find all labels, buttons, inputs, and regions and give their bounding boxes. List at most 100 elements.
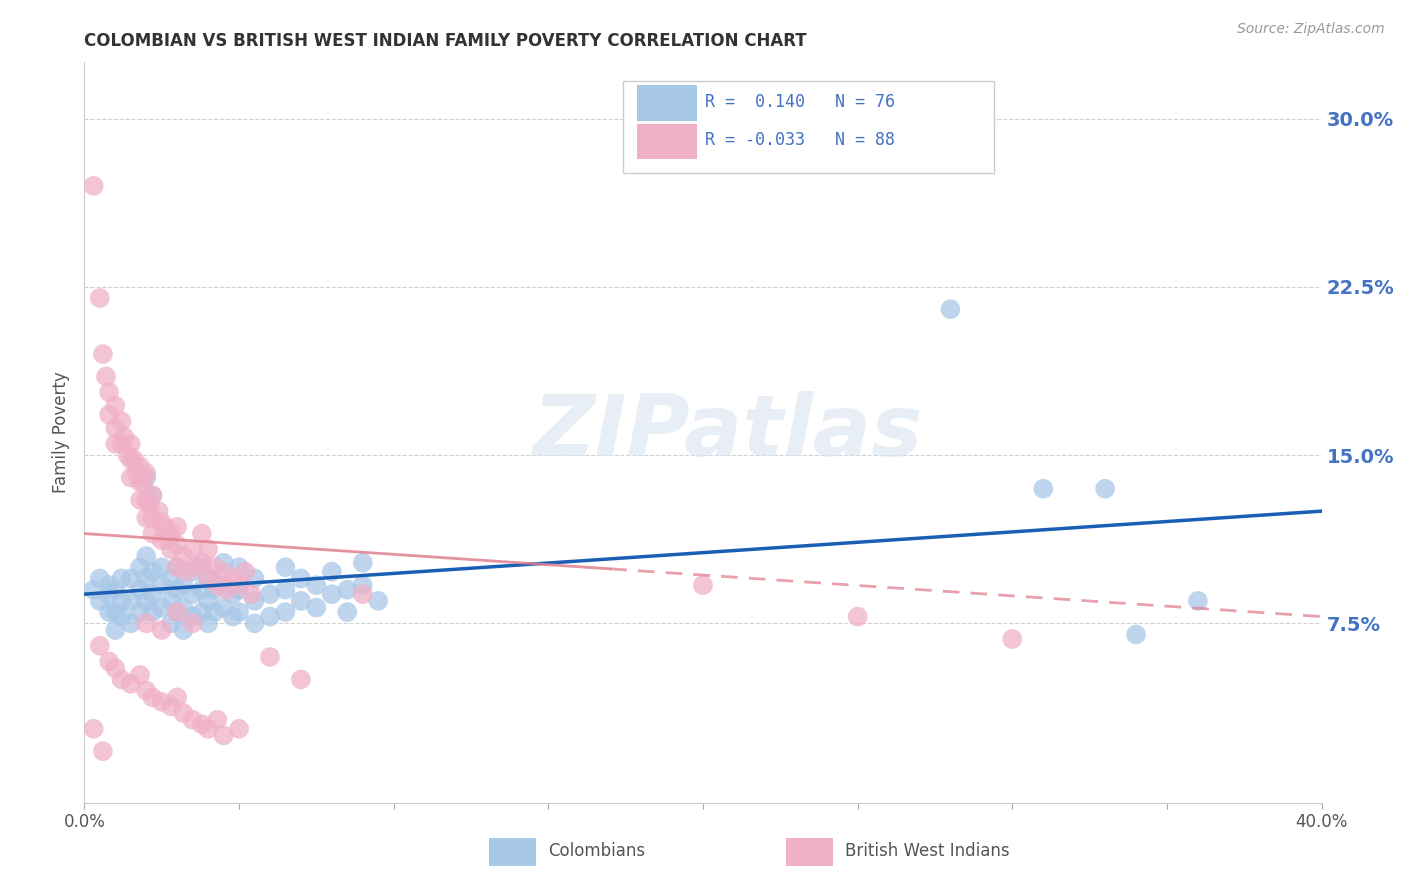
Point	[228, 560, 250, 574]
Point	[135, 616, 157, 631]
Point	[129, 582, 152, 597]
FancyBboxPatch shape	[786, 838, 832, 866]
Point	[104, 421, 127, 435]
Point	[104, 399, 127, 413]
Point	[222, 609, 245, 624]
Point	[197, 722, 219, 736]
Point	[222, 571, 245, 585]
Point	[110, 437, 132, 451]
Point	[274, 605, 297, 619]
Point	[98, 385, 121, 400]
Point	[184, 560, 207, 574]
Point	[141, 488, 163, 502]
Point	[197, 616, 219, 631]
Point	[150, 516, 173, 530]
Point	[89, 639, 111, 653]
Point	[243, 616, 266, 631]
Point	[197, 542, 219, 557]
Text: R =  0.140   N = 76: R = 0.140 N = 76	[706, 94, 896, 112]
Point	[336, 605, 359, 619]
Point	[120, 616, 142, 631]
Point	[166, 560, 188, 574]
Point	[228, 605, 250, 619]
Point	[172, 578, 194, 592]
Point	[352, 556, 374, 570]
FancyBboxPatch shape	[637, 124, 697, 160]
Point	[166, 560, 188, 574]
Point	[129, 605, 152, 619]
Point	[212, 600, 235, 615]
Text: COLOMBIAN VS BRITISH WEST INDIAN FAMILY POVERTY CORRELATION CHART: COLOMBIAN VS BRITISH WEST INDIAN FAMILY …	[84, 32, 807, 50]
Point	[135, 466, 157, 480]
Point	[160, 571, 183, 585]
Point	[274, 582, 297, 597]
Point	[172, 600, 194, 615]
Point	[202, 582, 225, 597]
Point	[160, 594, 183, 608]
Point	[290, 673, 312, 687]
Point	[141, 511, 163, 525]
Point	[104, 623, 127, 637]
Point	[125, 466, 148, 480]
Point	[135, 492, 157, 507]
Point	[89, 571, 111, 585]
Point	[117, 448, 139, 462]
Point	[166, 605, 188, 619]
Point	[153, 520, 176, 534]
Point	[191, 605, 214, 619]
Point	[104, 582, 127, 597]
Point	[166, 605, 188, 619]
Point	[129, 492, 152, 507]
Point	[135, 549, 157, 563]
Point	[141, 565, 163, 579]
Point	[91, 744, 114, 758]
Point	[150, 560, 173, 574]
Point	[228, 722, 250, 736]
Point	[135, 511, 157, 525]
Point	[1094, 482, 1116, 496]
Point	[150, 695, 173, 709]
Point	[98, 587, 121, 601]
Point	[160, 542, 183, 557]
Point	[166, 520, 188, 534]
Point	[939, 302, 962, 317]
Point	[120, 677, 142, 691]
Point	[110, 414, 132, 428]
Point	[240, 587, 263, 601]
Point	[150, 578, 173, 592]
Point	[228, 582, 250, 597]
Point	[172, 706, 194, 720]
Point	[166, 690, 188, 705]
Point	[129, 668, 152, 682]
Point	[290, 571, 312, 585]
Point	[138, 497, 160, 511]
Point	[110, 673, 132, 687]
Point	[259, 609, 281, 624]
Point	[191, 526, 214, 541]
Point	[135, 594, 157, 608]
Point	[129, 459, 152, 474]
Text: ZIPatlas: ZIPatlas	[533, 391, 922, 475]
Point	[197, 571, 219, 585]
Point	[202, 560, 225, 574]
Point	[367, 594, 389, 608]
Point	[110, 571, 132, 585]
Point	[104, 661, 127, 675]
Point	[160, 616, 183, 631]
Point	[141, 690, 163, 705]
Point	[91, 347, 114, 361]
Point	[104, 437, 127, 451]
Point	[98, 578, 121, 592]
Text: British West Indians: British West Indians	[845, 842, 1010, 860]
Point	[197, 571, 219, 585]
Point	[120, 571, 142, 585]
Point	[135, 571, 157, 585]
Text: Source: ZipAtlas.com: Source: ZipAtlas.com	[1237, 22, 1385, 37]
Point	[352, 578, 374, 592]
Point	[243, 594, 266, 608]
Point	[141, 605, 163, 619]
Point	[181, 713, 204, 727]
Point	[122, 452, 145, 467]
Point	[336, 582, 359, 597]
Point	[120, 452, 142, 467]
